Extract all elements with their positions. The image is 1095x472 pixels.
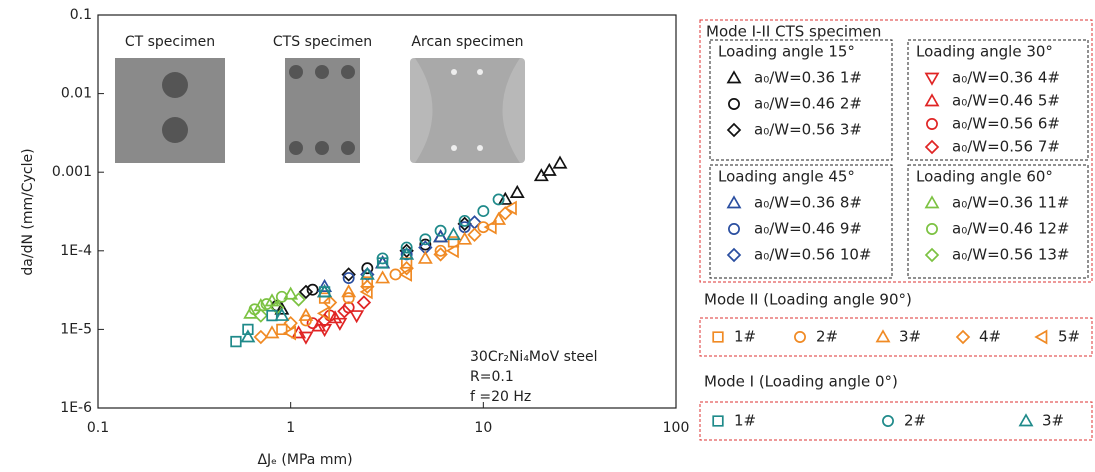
y-tick-label: 1E-4 [60, 243, 92, 259]
legend-marker [728, 197, 740, 208]
specimen-hole [315, 141, 329, 155]
x-axis-label: ΔJₑ (MPa mm) [257, 452, 352, 468]
legend-label: a₀/W=0.56 13# [952, 246, 1069, 264]
figure: ΔJₑ (MPa mm) da/dN (mm/Cycle) 0.1 1 10 100 1… [0, 0, 1095, 472]
image-caption: CTS specimen [273, 34, 372, 50]
legend-marker [729, 224, 739, 234]
legend-label: a₀/W=0.36 4# [952, 69, 1060, 87]
legend-subtitle: Loading angle 60° [916, 168, 1053, 186]
legend-marker [927, 119, 937, 129]
legend-label: 4# [979, 328, 1001, 346]
legend-marker [729, 99, 739, 109]
legend-marker [728, 72, 740, 83]
legend-marker [728, 249, 740, 261]
annotation: 30Cr₂Ni₄MoV steel [470, 349, 598, 365]
specimen-hole [289, 65, 303, 79]
legend-label: a₀/W=0.36 1# [754, 69, 862, 87]
data-point [377, 272, 389, 283]
y-tick-label: 0.001 [52, 164, 92, 180]
data-point [231, 337, 241, 347]
legend-box [700, 402, 1092, 440]
legend-label: 3# [1042, 412, 1064, 430]
legend-marker [795, 332, 805, 342]
y-axis-label: da/dN (mm/Cycle) [20, 148, 36, 275]
legend-title: Mode II (Loading angle 90°) [704, 291, 912, 309]
legend-title: Mode I (Loading angle 0°) [704, 373, 898, 391]
data-point [255, 310, 267, 322]
specimen-hole [451, 69, 457, 75]
data-point [319, 307, 330, 319]
y-tick-label: 0.1 [70, 7, 92, 23]
legend-subtitle: Loading angle 30° [916, 43, 1053, 61]
data-point [543, 165, 555, 176]
annotation: f =20 Hz [470, 389, 531, 405]
legend-label: 5# [1058, 328, 1080, 346]
legend-marker [713, 416, 723, 426]
legend-label: 2# [816, 328, 838, 346]
legend-label: a₀/W=0.36 8# [754, 194, 862, 212]
legend-marker [926, 249, 938, 261]
specimen-hole [341, 65, 355, 79]
data-point [478, 206, 488, 216]
legend-subtitle: Loading angle 15° [718, 43, 855, 61]
image-caption: Arcan specimen [411, 34, 523, 50]
data-point [419, 252, 431, 262]
legend-marker [1036, 331, 1047, 343]
x-tick-label: 10 [474, 420, 492, 436]
legend-label: 2# [904, 412, 926, 430]
legend-marker [926, 74, 938, 85]
legend-label: a₀/W=0.56 3# [754, 121, 862, 139]
data-point [343, 286, 355, 297]
legend-label: a₀/W=0.46 2# [754, 95, 862, 113]
annotation: R=0.1 [470, 369, 514, 385]
x-tick-label: 100 [663, 420, 690, 436]
x-tick-label: 0.1 [87, 420, 109, 436]
legend-label: a₀/W=0.36 11# [952, 194, 1069, 212]
legend-marker [957, 331, 969, 343]
specimen-hole [289, 141, 303, 155]
legend-label: a₀/W=0.46 9# [754, 220, 862, 238]
data-point [358, 296, 370, 308]
legend-marker [1020, 415, 1032, 426]
data-point [351, 311, 363, 322]
legend-marker [927, 224, 937, 234]
legend-label: a₀/W=0.56 7# [952, 138, 1060, 156]
legend-marker [713, 332, 723, 342]
legend-label: a₀/W=0.56 6# [952, 115, 1060, 133]
legend-marker [877, 331, 889, 342]
legend-title: Mode I-II CTS specimen [706, 23, 881, 41]
specimen-hole [315, 65, 329, 79]
y-tick-label: 1E-6 [60, 400, 92, 416]
legend-label: a₀/W=0.56 10# [754, 246, 871, 264]
legend-marker [926, 95, 938, 106]
legend-subtitle: Loading angle 45° [718, 168, 855, 186]
x-tick-label: 1 [286, 420, 295, 436]
data-point [511, 187, 523, 198]
legend-label: 3# [899, 328, 921, 346]
legend-marker [728, 124, 740, 136]
legend-label: a₀/W=0.46 12# [952, 220, 1069, 238]
specimen-hole [477, 145, 483, 151]
data-point [255, 331, 267, 343]
data-point [554, 157, 566, 168]
legend-marker [926, 141, 938, 153]
specimen-hole [451, 145, 457, 151]
y-tick-label: 0.01 [61, 86, 92, 102]
specimen-hole [162, 72, 188, 98]
specimen-hole [162, 117, 188, 143]
legend-label: 1# [734, 328, 756, 346]
data-point [266, 327, 278, 338]
specimen-hole [477, 69, 483, 75]
legend-label: 1# [734, 412, 756, 430]
image-caption: CT specimen [125, 34, 215, 50]
legend-marker [926, 197, 938, 208]
legend-box [700, 318, 1092, 356]
legend-label: a₀/W=0.46 5# [952, 92, 1060, 110]
y-tick-label: 1E-5 [60, 321, 92, 337]
specimen-hole [341, 141, 355, 155]
legend-marker [883, 416, 893, 426]
